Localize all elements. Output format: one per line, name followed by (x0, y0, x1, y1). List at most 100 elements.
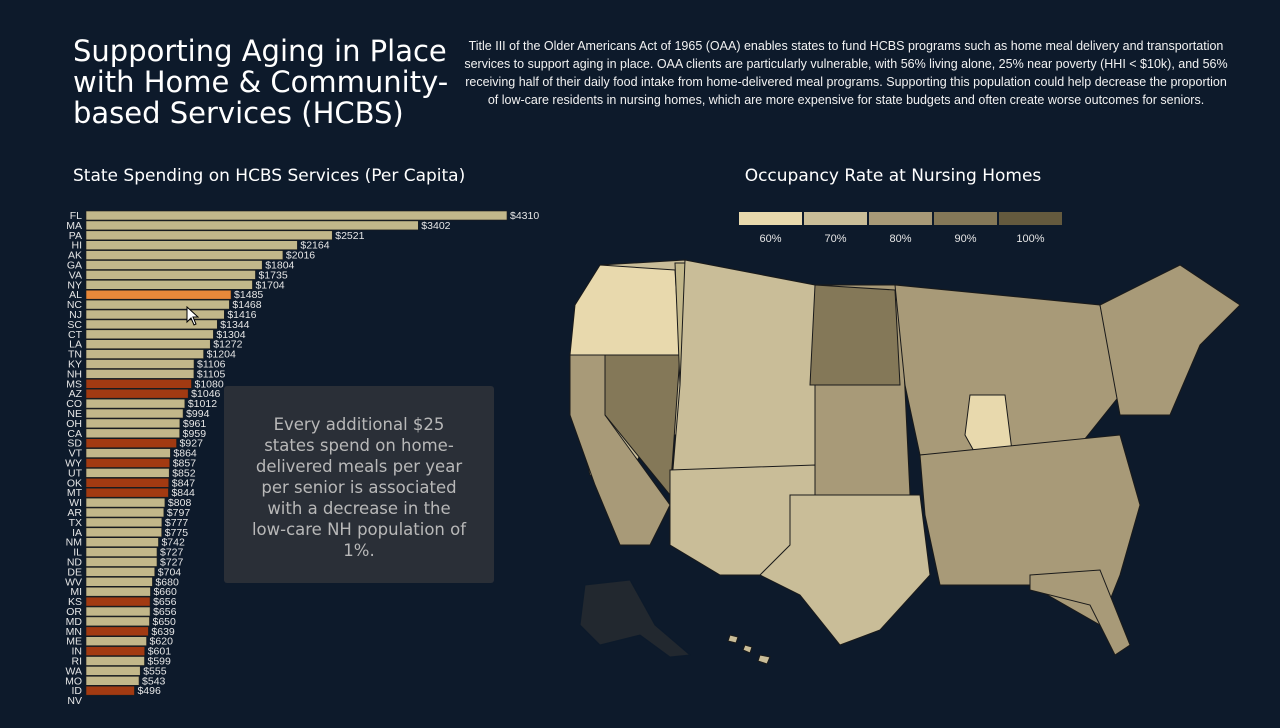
map-region-florida[interactable] (1029, 569, 1131, 656)
bar-value-label: $959 (183, 428, 207, 440)
bar-wv[interactable] (85, 576, 153, 587)
bar-ks[interactable] (85, 596, 151, 607)
bar-ak[interactable] (85, 250, 284, 260)
bar-mt[interactable] (85, 487, 169, 498)
map-region-oregon[interactable] (569, 264, 681, 356)
bar-ri[interactable] (85, 656, 145, 666)
bar-value-label: $1735 (258, 269, 287, 281)
bar-nc[interactable] (85, 299, 230, 310)
bar-category-label: TX (69, 517, 82, 529)
bar-ia[interactable] (85, 527, 163, 538)
bar-value-label: $1416 (227, 309, 256, 321)
spending-bar-chart[interactable]: FL $4310 MA $3402 PA $2521 HI $2164 AK $2016 GA $18… (56, 208, 556, 713)
bar-tn[interactable] (85, 349, 204, 359)
us-choropleth-map[interactable] (560, 245, 1250, 665)
bar-ca[interactable] (85, 428, 180, 439)
bar-ne[interactable] (85, 408, 184, 419)
bar-value-label: $2164 (300, 240, 329, 252)
bar-category-label: VT (69, 448, 83, 460)
legend-swatch (999, 212, 1062, 225)
bar-nj[interactable] (85, 309, 225, 320)
bar-category-label: MS (66, 378, 82, 390)
bar-value-label: $1204 (207, 349, 236, 361)
bar-de[interactable] (85, 567, 156, 577)
bar-value-label: $797 (167, 507, 191, 519)
bar-ma[interactable] (85, 220, 419, 231)
bar-nh[interactable] (85, 369, 195, 379)
bar-value-label: $857 (173, 458, 197, 470)
bar-value-label: $808 (168, 497, 192, 509)
map-region-northeast[interactable] (1099, 264, 1241, 416)
legend-label: 70% (824, 233, 846, 245)
bar-ny[interactable] (85, 280, 253, 290)
map-title: Occupancy Rate at Nursing Homes (744, 166, 1042, 186)
bar-co[interactable] (85, 398, 186, 409)
bar-value-label: $680 (155, 576, 179, 588)
bar-az[interactable] (85, 388, 189, 399)
bar-nd[interactable] (85, 557, 158, 567)
mouse-cursor-icon (186, 306, 200, 326)
bar-value-label: $620 (150, 636, 174, 648)
bar-category-label: IL (73, 547, 82, 559)
bar-sd[interactable] (85, 438, 177, 448)
map-region-texas[interactable] (759, 494, 931, 646)
legend-label: 100% (1016, 233, 1044, 245)
bar-va[interactable] (85, 270, 256, 280)
bar-ok[interactable] (85, 477, 170, 488)
bar-mo[interactable] (85, 675, 140, 686)
bar-value-label: $727 (160, 547, 184, 559)
bar-ar[interactable] (85, 507, 165, 518)
bar-value-label: $927 (180, 438, 204, 450)
bar-category-label: IN (72, 646, 83, 658)
bar-category-label: NY (67, 279, 82, 291)
bar-value-label: $1272 (213, 339, 242, 351)
bar-id[interactable] (85, 685, 135, 696)
bar-oh[interactable] (85, 418, 181, 429)
bar-value-label: $844 (171, 487, 195, 499)
bar-category-label: WI (69, 497, 82, 509)
legend-swatch (934, 212, 997, 225)
bar-il[interactable] (85, 547, 158, 557)
bar-category-label: NH (67, 368, 82, 380)
bar-mi[interactable] (85, 586, 151, 597)
bar-in[interactable] (85, 646, 146, 656)
map-region-alaska[interactable] (579, 579, 692, 658)
bar-value-label: $727 (160, 557, 184, 569)
intro-paragraph: Title III of the Older Americans Act of … (464, 39, 1228, 107)
bar-ct[interactable] (85, 329, 214, 340)
bar-tx[interactable] (85, 517, 163, 528)
bar-value-label: $742 (161, 537, 185, 549)
bar-value-label: $656 (153, 596, 177, 608)
bar-wi[interactable] (85, 497, 166, 508)
bar-pa[interactable] (85, 230, 333, 241)
bar-ky[interactable] (85, 359, 195, 369)
bar-hi[interactable] (85, 240, 298, 251)
bar-ms[interactable] (85, 379, 192, 389)
bar-chart-title: State Spending on HCBS Services (Per Cap… (73, 166, 466, 186)
occupancy-legend: 60% 70% 80% 90% 100% (739, 212, 1062, 245)
bar-wa[interactable] (85, 666, 141, 676)
bar-category-label: ND (67, 557, 83, 569)
bar-md[interactable] (85, 616, 150, 627)
bar-al[interactable] (85, 289, 232, 300)
bar-ga[interactable] (85, 260, 263, 270)
bar-category-label: MO (65, 675, 82, 687)
legend-label: 80% (889, 233, 911, 245)
bar-mn[interactable] (85, 626, 149, 637)
bar-sc[interactable] (85, 319, 218, 330)
bar-category-label: NM (66, 537, 82, 549)
bar-la[interactable] (85, 339, 211, 349)
bar-category-label: LA (69, 339, 82, 351)
bar-or[interactable] (85, 606, 151, 617)
bar-fl[interactable] (85, 210, 508, 221)
bar-category-label: NE (67, 408, 82, 420)
bar-category-label: OR (66, 606, 82, 618)
bar-category-label: AK (68, 250, 82, 262)
map-region-dakotas[interactable] (809, 284, 901, 386)
bar-me[interactable] (85, 636, 147, 647)
map-region-hawaii[interactable] (727, 634, 771, 665)
bar-vt[interactable] (85, 448, 171, 458)
bar-wy[interactable] (85, 458, 171, 468)
bar-ut[interactable] (85, 468, 170, 478)
bar-nm[interactable] (85, 537, 159, 548)
